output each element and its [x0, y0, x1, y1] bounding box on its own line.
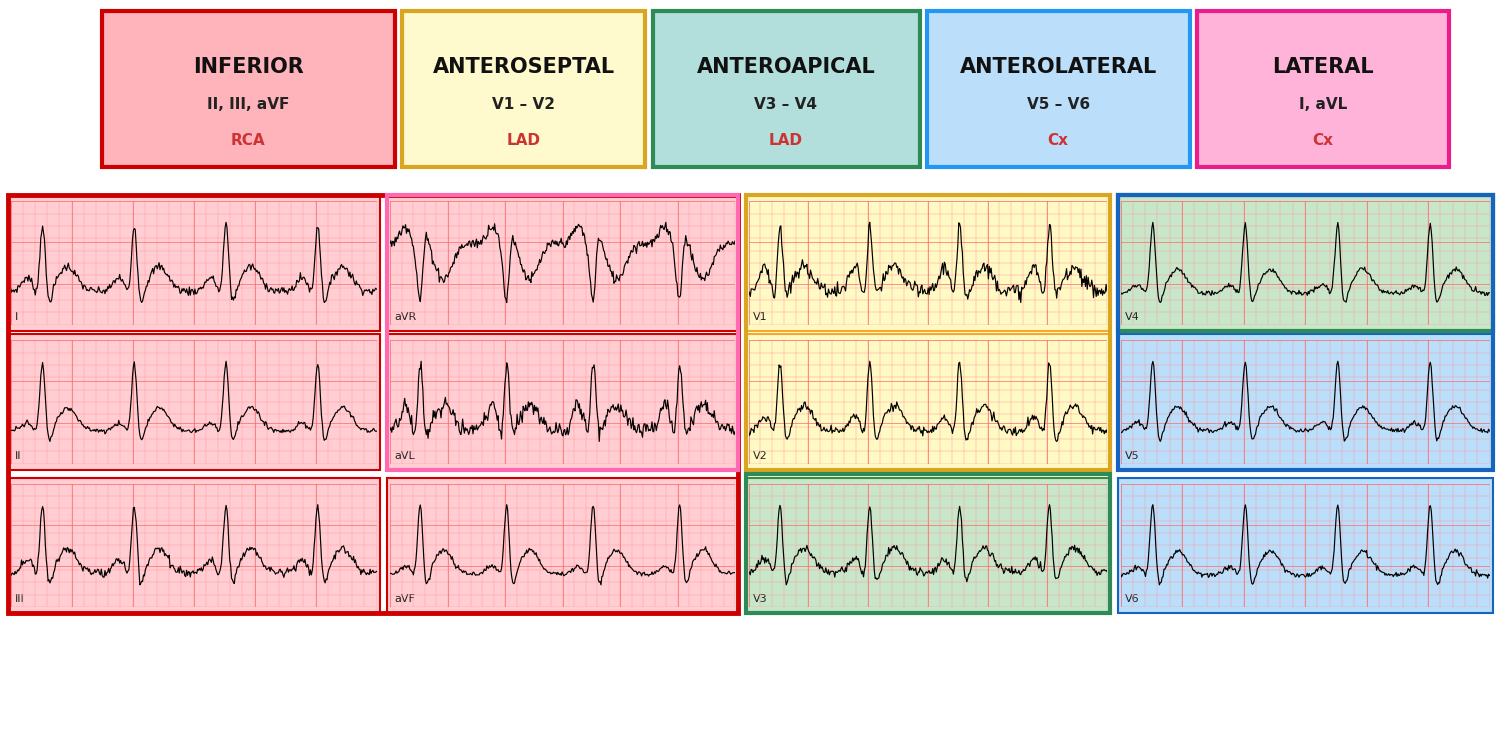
- Bar: [8, 334, 380, 470]
- Text: V2: V2: [753, 451, 768, 461]
- Text: II, III, aVF: II, III, aVF: [207, 97, 290, 112]
- Text: LATERAL: LATERAL: [1272, 57, 1374, 77]
- Bar: [8, 195, 380, 331]
- Bar: [927, 11, 1190, 167]
- Bar: [1118, 195, 1492, 331]
- Text: ANTEROSEPTAL: ANTEROSEPTAL: [432, 57, 615, 77]
- Bar: [387, 195, 738, 331]
- Bar: [402, 11, 645, 167]
- Bar: [387, 478, 738, 613]
- Text: V5: V5: [1125, 451, 1140, 461]
- Bar: [652, 11, 920, 167]
- Text: Cx: Cx: [1047, 133, 1068, 148]
- Text: I, aVL: I, aVL: [1299, 97, 1347, 112]
- Text: V1: V1: [753, 312, 768, 322]
- Bar: [746, 478, 1110, 613]
- Bar: [1118, 334, 1492, 470]
- Bar: [746, 195, 1110, 470]
- Text: V3 – V4: V3 – V4: [754, 97, 818, 112]
- Bar: [746, 195, 1110, 331]
- Text: V1 – V2: V1 – V2: [492, 97, 555, 112]
- Bar: [8, 478, 380, 613]
- Bar: [746, 334, 1110, 470]
- Text: II: II: [15, 451, 21, 461]
- Text: V3: V3: [753, 594, 768, 604]
- Text: ANTEROLATERAL: ANTEROLATERAL: [960, 57, 1156, 77]
- Bar: [1118, 478, 1492, 613]
- Text: aVR: aVR: [394, 312, 417, 322]
- Bar: [1118, 195, 1492, 331]
- Text: III: III: [15, 594, 24, 604]
- Text: V5 – V6: V5 – V6: [1026, 97, 1090, 112]
- Bar: [102, 11, 394, 167]
- Bar: [1197, 11, 1449, 167]
- Text: ANTEROAPICAL: ANTEROAPICAL: [696, 57, 876, 77]
- Bar: [387, 195, 738, 470]
- Bar: [746, 474, 1110, 613]
- Bar: [387, 334, 738, 470]
- Text: RCA: RCA: [231, 133, 266, 148]
- Text: Cx: Cx: [1312, 133, 1334, 148]
- Text: aVF: aVF: [394, 594, 416, 604]
- Text: I: I: [15, 312, 18, 322]
- Bar: [1118, 195, 1492, 470]
- Text: V4: V4: [1125, 312, 1140, 322]
- Text: LAD: LAD: [507, 133, 540, 148]
- Text: INFERIOR: INFERIOR: [194, 57, 303, 77]
- Text: aVL: aVL: [394, 451, 416, 461]
- Text: LAD: LAD: [770, 133, 802, 148]
- Bar: [8, 195, 738, 613]
- Text: V6: V6: [1125, 594, 1140, 604]
